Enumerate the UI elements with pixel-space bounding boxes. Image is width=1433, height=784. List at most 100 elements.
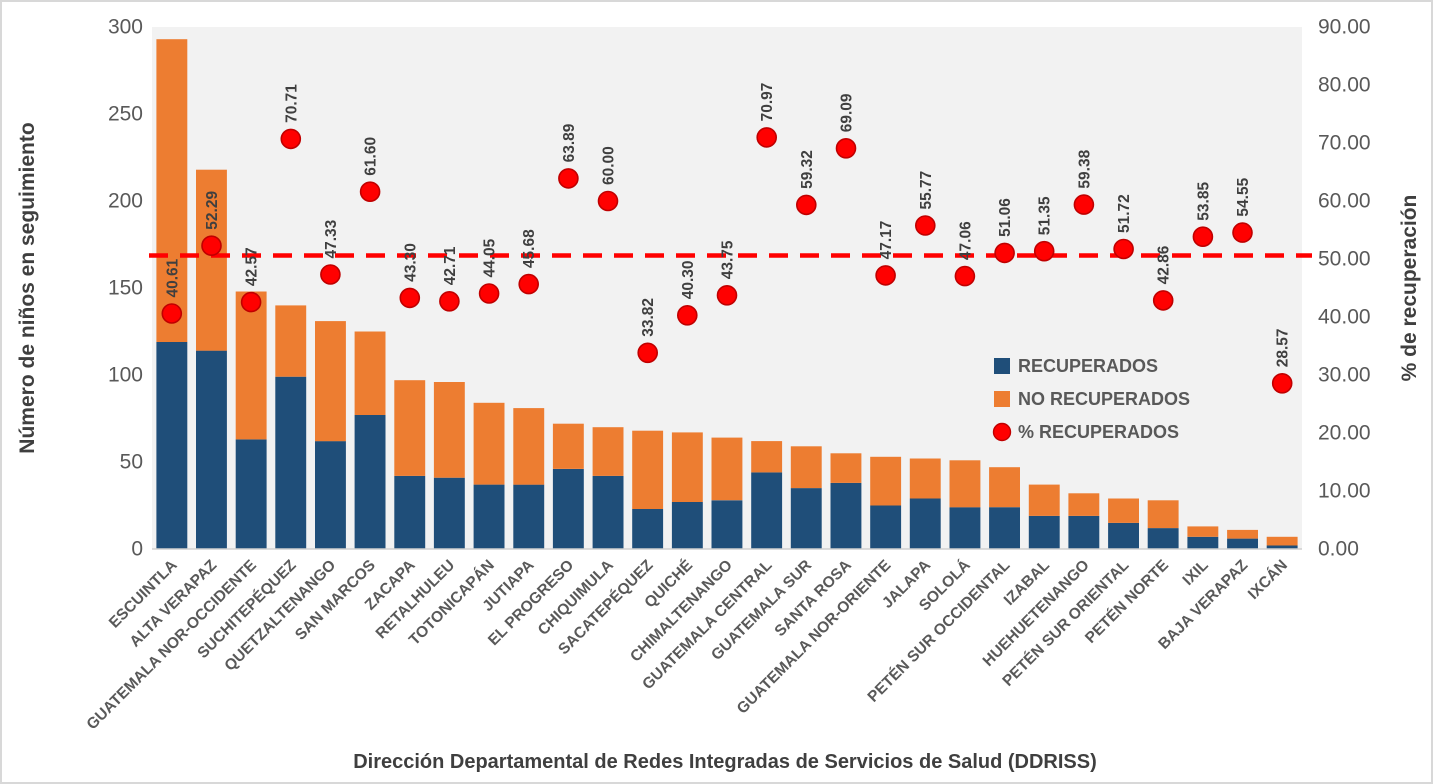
bar-segment-recuperados xyxy=(513,484,545,549)
bar-segment-no-recuperados xyxy=(552,423,584,469)
bar-segment-no-recuperados xyxy=(1147,500,1179,529)
bar-segment-recuperados xyxy=(671,502,703,549)
pct-value-label: 47.17 xyxy=(878,221,895,260)
bar-segment-recuperados xyxy=(751,472,783,549)
bar-segment-no-recuperados xyxy=(354,331,386,415)
pct-value-label: 51.35 xyxy=(1037,196,1054,235)
left-axis-tick: 250 xyxy=(108,103,143,126)
pct-dot xyxy=(1271,372,1293,394)
left-axis-tick: 50 xyxy=(120,451,143,474)
bar-segment-no-recuperados xyxy=(1266,536,1298,546)
category-label: GUATEMALA NOR-OCCIDENTE xyxy=(84,557,260,733)
right-axis-tick: 70.00 xyxy=(1318,132,1371,155)
pct-value-label: 28.57 xyxy=(1275,329,1292,368)
pct-value-label: 33.82 xyxy=(640,298,657,337)
legend-label-recuperados: % RECUPERADOS xyxy=(1018,422,1179,442)
bar-segment-recuperados xyxy=(156,341,188,549)
bar-segment-recuperados xyxy=(989,507,1020,549)
bar-segment-recuperados xyxy=(909,498,941,549)
bar-segment-no-recuperados xyxy=(632,430,664,509)
bar-segment-no-recuperados xyxy=(989,467,1020,508)
left-axis-tick: 200 xyxy=(108,190,143,213)
right-axis-tick: 50.00 xyxy=(1318,248,1371,271)
bar-segment-recuperados xyxy=(1227,538,1258,549)
bar-segment-recuperados xyxy=(1187,536,1219,549)
pct-value-label: 70.97 xyxy=(759,83,776,122)
pct-dot xyxy=(1033,240,1055,262)
category-label: IXIL xyxy=(1180,557,1212,589)
pct-value-label: 53.85 xyxy=(1195,182,1212,221)
bar-segment-recuperados xyxy=(1028,515,1060,549)
right-axis-tick: 60.00 xyxy=(1318,190,1371,213)
pct-value-label: 52.29 xyxy=(204,191,221,230)
right-axis-title: % de recuperación xyxy=(1398,195,1421,382)
pct-dot xyxy=(161,303,183,324)
pct-value-label: 69.09 xyxy=(839,93,856,132)
point-labels-layer: 40.61 52.29 42.57 70.71 47.33 61.60 43.30 42.71… xyxy=(164,83,1291,368)
right-axis-tick: 0.00 xyxy=(1318,538,1359,561)
bar-segment-no-recuperados xyxy=(1028,484,1060,516)
x-axis-title: Dirección Departamental de Redes Integra… xyxy=(353,751,1097,773)
right-axis-tick: 10.00 xyxy=(1318,480,1371,503)
pct-value-label: 40.30 xyxy=(680,261,697,300)
bar-segment-recuperados xyxy=(394,475,426,549)
bar-segment-no-recuperados xyxy=(671,432,703,502)
points-layer xyxy=(161,127,1293,394)
left-axis-tick: 100 xyxy=(108,364,143,387)
bar-segment-recuperados xyxy=(711,500,743,549)
bar-segment-no-recuperados xyxy=(949,460,981,508)
pct-dot xyxy=(994,242,1015,264)
pct-dot xyxy=(1152,290,1174,311)
bar-segment-no-recuperados xyxy=(830,453,862,483)
bar-segment-no-recuperados xyxy=(275,305,307,377)
pct-value-label: 43.30 xyxy=(402,243,419,282)
category-label: ESCUINTLA xyxy=(106,557,181,632)
pct-dot xyxy=(320,264,341,285)
bar-segment-recuperados xyxy=(632,509,664,549)
pct-value-label: 45.68 xyxy=(521,229,538,268)
bar-segment-recuperados xyxy=(235,439,267,549)
bar-segment-no-recuperados xyxy=(592,427,624,476)
pct-dot xyxy=(240,291,262,313)
bar-segment-recuperados xyxy=(830,482,862,549)
pct-dot xyxy=(1073,194,1095,215)
bar-segment-recuperados xyxy=(1068,515,1100,549)
bar-segment-recuperados xyxy=(592,475,624,549)
bar-segment-no-recuperados xyxy=(315,321,346,442)
pct-dot xyxy=(201,235,222,256)
category-label: IXCÁN xyxy=(1245,557,1291,603)
pct-value-label: 42.86 xyxy=(1156,245,1173,284)
pct-dot xyxy=(676,304,698,326)
bar-segment-no-recuperados xyxy=(1108,498,1139,523)
pct-value-label: 60.00 xyxy=(601,146,618,185)
bar-segment-no-recuperados xyxy=(870,456,902,506)
legend-label-recuperados: RECUPERADOS xyxy=(1018,356,1158,376)
pct-dot xyxy=(558,168,579,189)
bar-segment-recuperados xyxy=(949,507,981,549)
bar-segment-no-recuperados xyxy=(1068,493,1100,516)
pct-dot xyxy=(1192,226,1214,247)
pct-dot xyxy=(478,283,500,304)
pct-dot xyxy=(439,290,460,312)
pct-dot xyxy=(716,284,738,306)
bar-segment-recuperados xyxy=(870,505,902,549)
pct-value-label: 59.32 xyxy=(799,150,816,189)
left-axis-tick: 300 xyxy=(108,16,143,39)
pct-dot xyxy=(359,181,381,202)
bar-segment-recuperados xyxy=(196,350,227,549)
pct-value-label: 70.71 xyxy=(283,84,300,123)
right-axis-tick: 40.00 xyxy=(1318,306,1371,329)
bar-segment-no-recuperados xyxy=(235,291,267,440)
bar-segment-no-recuperados xyxy=(1227,529,1258,539)
pct-value-label: 59.38 xyxy=(1076,149,1093,188)
pct-value-label: 47.33 xyxy=(323,219,340,258)
pct-value-label: 43.75 xyxy=(720,240,737,279)
pct-dot xyxy=(637,342,659,364)
left-axis-tick: 150 xyxy=(108,277,143,300)
left-axis-tick: 0 xyxy=(131,538,143,561)
bar-segment-recuperados xyxy=(275,376,307,549)
axis-ticks-layer: 0 50 100 150 200 250 300 0.00 10.00 20.00 30.00 40.… xyxy=(108,16,1371,561)
bar-segment-recuperados xyxy=(315,441,346,549)
pct-value-label: 61.60 xyxy=(363,137,380,176)
